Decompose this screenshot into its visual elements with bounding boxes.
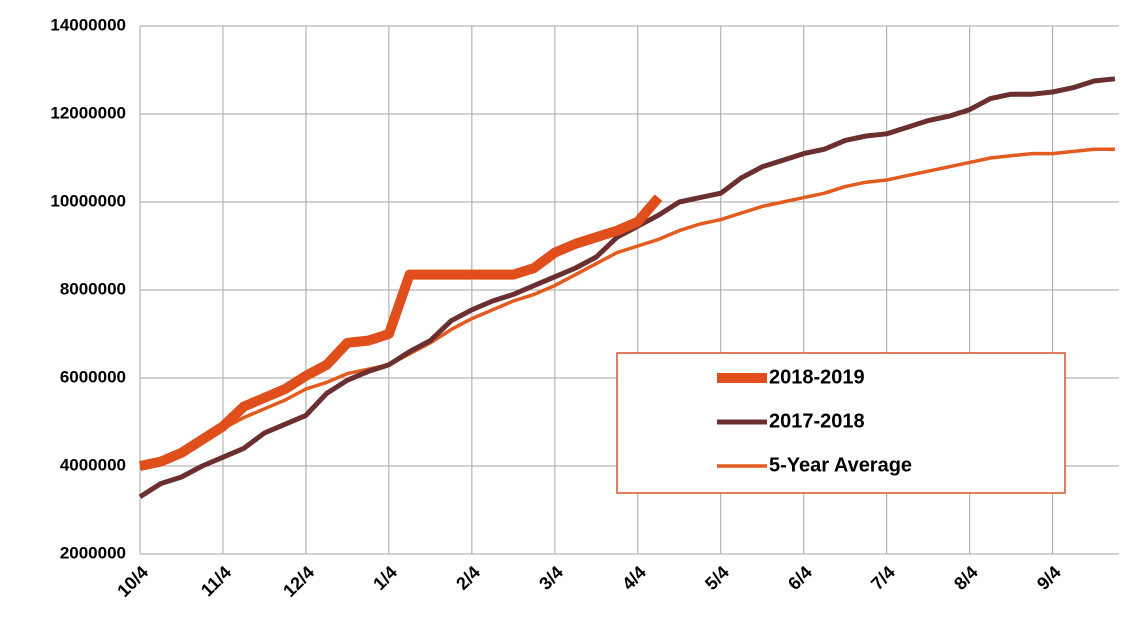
x-tick-label: 12/4 xyxy=(279,562,318,601)
x-tick-label: 4/4 xyxy=(618,562,650,594)
x-tick-label: 11/4 xyxy=(197,562,235,600)
y-tick-label: 8000000 xyxy=(60,279,126,298)
x-tick-label: 8/4 xyxy=(950,562,982,594)
legend-label: 2018-2019 xyxy=(769,366,865,388)
y-tick-label: 4000000 xyxy=(60,455,126,474)
x-tick-label: 10/4 xyxy=(113,562,152,601)
x-tick-label: 2/4 xyxy=(452,562,484,594)
y-tick-label: 2000000 xyxy=(60,543,126,562)
y-tick-label: 6000000 xyxy=(60,367,126,386)
x-tick-label: 3/4 xyxy=(535,562,567,594)
y-tick-label: 14000000 xyxy=(50,15,126,34)
legend: 2018-2019 2017-2018 5-Year Average xyxy=(616,352,1066,494)
legend-box xyxy=(616,352,1066,494)
series-line xyxy=(139,147,1115,470)
y-tick-label: 10000000 xyxy=(50,191,126,210)
x-tick-label: 7/4 xyxy=(867,562,899,594)
legend-label: 5-Year Average xyxy=(769,454,912,476)
x-tick-label: 1/4 xyxy=(369,562,401,594)
legend-label: 2017-2018 xyxy=(769,410,865,432)
series-line xyxy=(138,76,1116,499)
series-line xyxy=(138,194,663,471)
x-tick-label: 9/4 xyxy=(1033,562,1065,594)
y-tick-label: 12000000 xyxy=(50,103,126,122)
x-tick-label: 6/4 xyxy=(784,562,816,594)
x-tick-label: 5/4 xyxy=(701,562,733,594)
